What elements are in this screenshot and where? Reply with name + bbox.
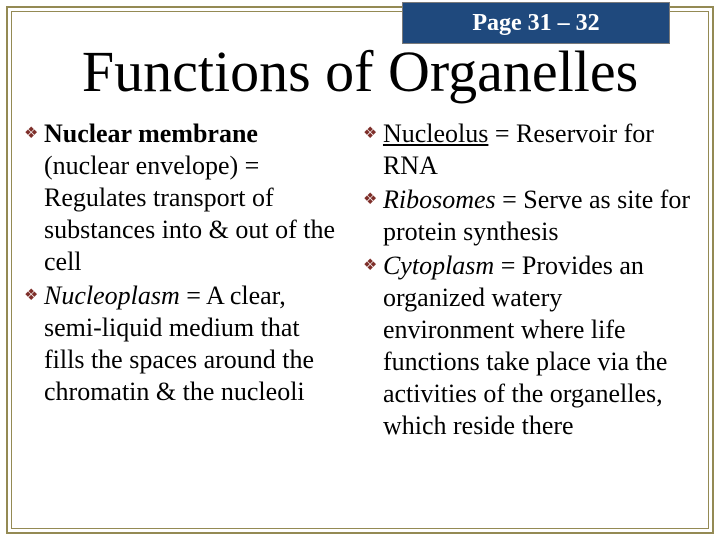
list-item: ❖ Ribosomes = Serve as site for protein … [361,184,698,248]
item-text: Nucleoplasm = A clear, semi-liquid mediu… [44,280,343,408]
list-item: ❖ Cytoplasm = Provides an organized wate… [361,250,698,442]
list-item: ❖ Nuclear membrane (nuclear envelope) = … [22,118,343,278]
page-tab-label: Page 31 – 32 [472,10,599,37]
aside: (nuclear envelope) [44,151,238,180]
bullet-icon: ❖ [361,184,383,216]
content-columns: ❖ Nuclear membrane (nuclear envelope) = … [22,118,698,444]
term: Nucleolus [383,119,488,148]
bullet-icon: ❖ [361,118,383,150]
item-text: Ribosomes = Serve as site for protein sy… [383,184,698,248]
page-title: Functions of Organelles [0,38,720,105]
right-column: ❖ Nucleolus = Reservoir for RNA ❖ Riboso… [361,118,698,444]
term: Cytoplasm [383,251,494,280]
page-tab: Page 31 – 32 [402,2,670,44]
left-column: ❖ Nuclear membrane (nuclear envelope) = … [22,118,343,444]
term: Nucleoplasm [44,281,180,310]
list-item: ❖ Nucleoplasm = A clear, semi-liquid med… [22,280,343,408]
item-text: Nucleolus = Reservoir for RNA [383,118,698,182]
bullet-icon: ❖ [22,280,44,312]
bullet-icon: ❖ [22,118,44,150]
bullet-icon: ❖ [361,250,383,282]
item-text: Nuclear membrane (nuclear envelope) = Re… [44,118,343,278]
term: Ribosomes [383,185,496,214]
list-item: ❖ Nucleolus = Reservoir for RNA [361,118,698,182]
term: Nuclear membrane [44,119,258,148]
item-text: Cytoplasm = Provides an organized watery… [383,250,698,442]
